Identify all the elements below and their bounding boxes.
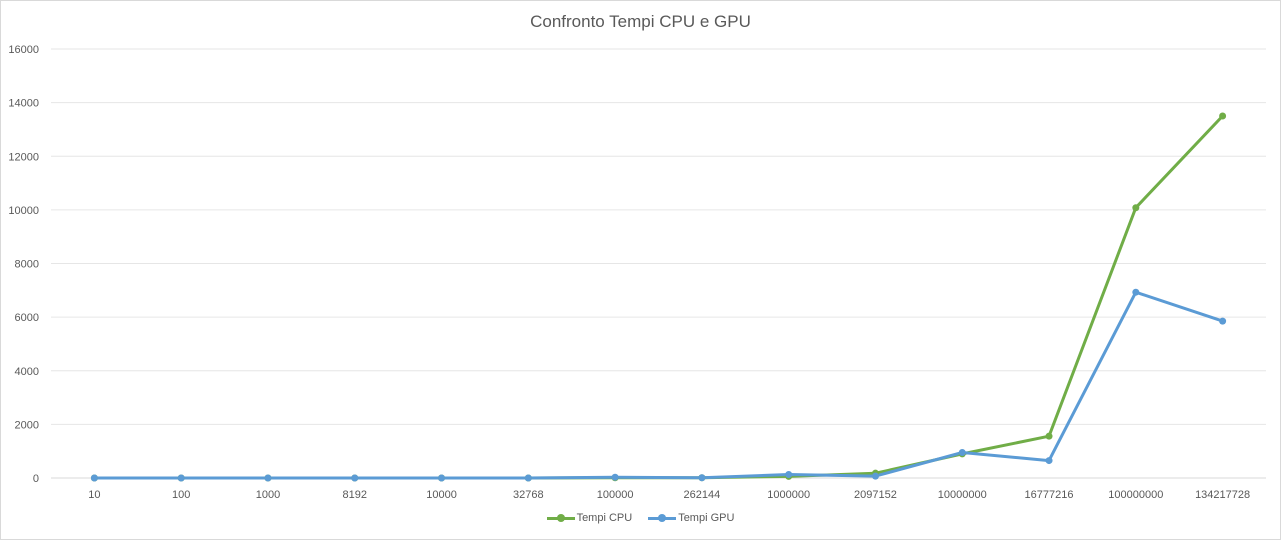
y-tick-label: 4000 bbox=[15, 366, 39, 378]
data-point bbox=[1045, 432, 1053, 440]
data-point bbox=[1045, 457, 1053, 465]
data-point bbox=[1219, 112, 1227, 120]
legend-swatch bbox=[648, 513, 677, 523]
y-axis-ticks: 0 2000 4000 6000 8000 10000 12000 14000 16000 bbox=[8, 44, 39, 485]
x-tick-label: 16777216 bbox=[1025, 489, 1074, 501]
data-point bbox=[177, 474, 185, 482]
data-point bbox=[698, 474, 706, 482]
y-tick-label: 16000 bbox=[8, 44, 39, 56]
legend-item: Tempi CPU bbox=[546, 512, 633, 524]
data-point bbox=[1132, 204, 1140, 212]
chart-title: Confronto Tempi CPU e GPU bbox=[530, 12, 751, 31]
series-lines bbox=[92, 114, 1225, 480]
data-point bbox=[871, 472, 879, 480]
data-point bbox=[351, 474, 359, 482]
y-tick-label: 10000 bbox=[8, 205, 39, 217]
x-tick-label: 10 bbox=[88, 489, 100, 501]
data-point bbox=[611, 473, 619, 481]
y-tick-label: 8000 bbox=[15, 259, 39, 271]
x-tick-label: 100 bbox=[172, 489, 190, 501]
x-tick-label: 100000000 bbox=[1108, 489, 1163, 501]
x-tick-label: 8192 bbox=[343, 489, 367, 501]
data-point bbox=[90, 474, 98, 482]
y-tick-label: 6000 bbox=[15, 312, 39, 324]
x-tick-label: 2097152 bbox=[854, 489, 897, 501]
x-tick-label: 100000 bbox=[597, 489, 634, 501]
data-point bbox=[264, 474, 272, 482]
legend-item: Tempi GPU bbox=[648, 512, 734, 524]
legend-label: Tempi GPU bbox=[678, 512, 735, 524]
x-tick-label: 262144 bbox=[684, 489, 721, 501]
data-point bbox=[438, 474, 446, 482]
x-tick-label: 32768 bbox=[513, 489, 544, 501]
y-tick-label: 2000 bbox=[15, 419, 39, 431]
data-point bbox=[1219, 317, 1227, 325]
x-tick-label: 10000 bbox=[426, 489, 457, 501]
data-point bbox=[785, 471, 793, 479]
x-tick-label: 1000 bbox=[256, 489, 280, 501]
legend-swatch bbox=[546, 513, 575, 523]
data-point bbox=[1132, 288, 1140, 296]
legend-label: Tempi CPU bbox=[576, 512, 633, 524]
gridlines bbox=[51, 48, 1266, 479]
x-tick-label: 1000000 bbox=[767, 489, 810, 501]
x-tick-label: 134217728 bbox=[1195, 489, 1250, 501]
series-line-1 bbox=[92, 114, 1225, 480]
y-tick-label: 12000 bbox=[8, 151, 39, 163]
x-axis-ticks: 10 100 1000 8192 10000 32768 100000 262144 10000… bbox=[88, 489, 1250, 501]
data-point bbox=[524, 474, 532, 482]
data-point bbox=[958, 449, 966, 457]
legend: Tempi CPU Tempi GPU bbox=[0, 512, 1281, 524]
series-line-2 bbox=[92, 290, 1225, 480]
x-tick-label: 10000000 bbox=[938, 489, 987, 501]
series-points bbox=[90, 112, 1227, 482]
y-tick-label: 14000 bbox=[8, 98, 39, 110]
y-tick-label: 0 bbox=[33, 473, 39, 485]
